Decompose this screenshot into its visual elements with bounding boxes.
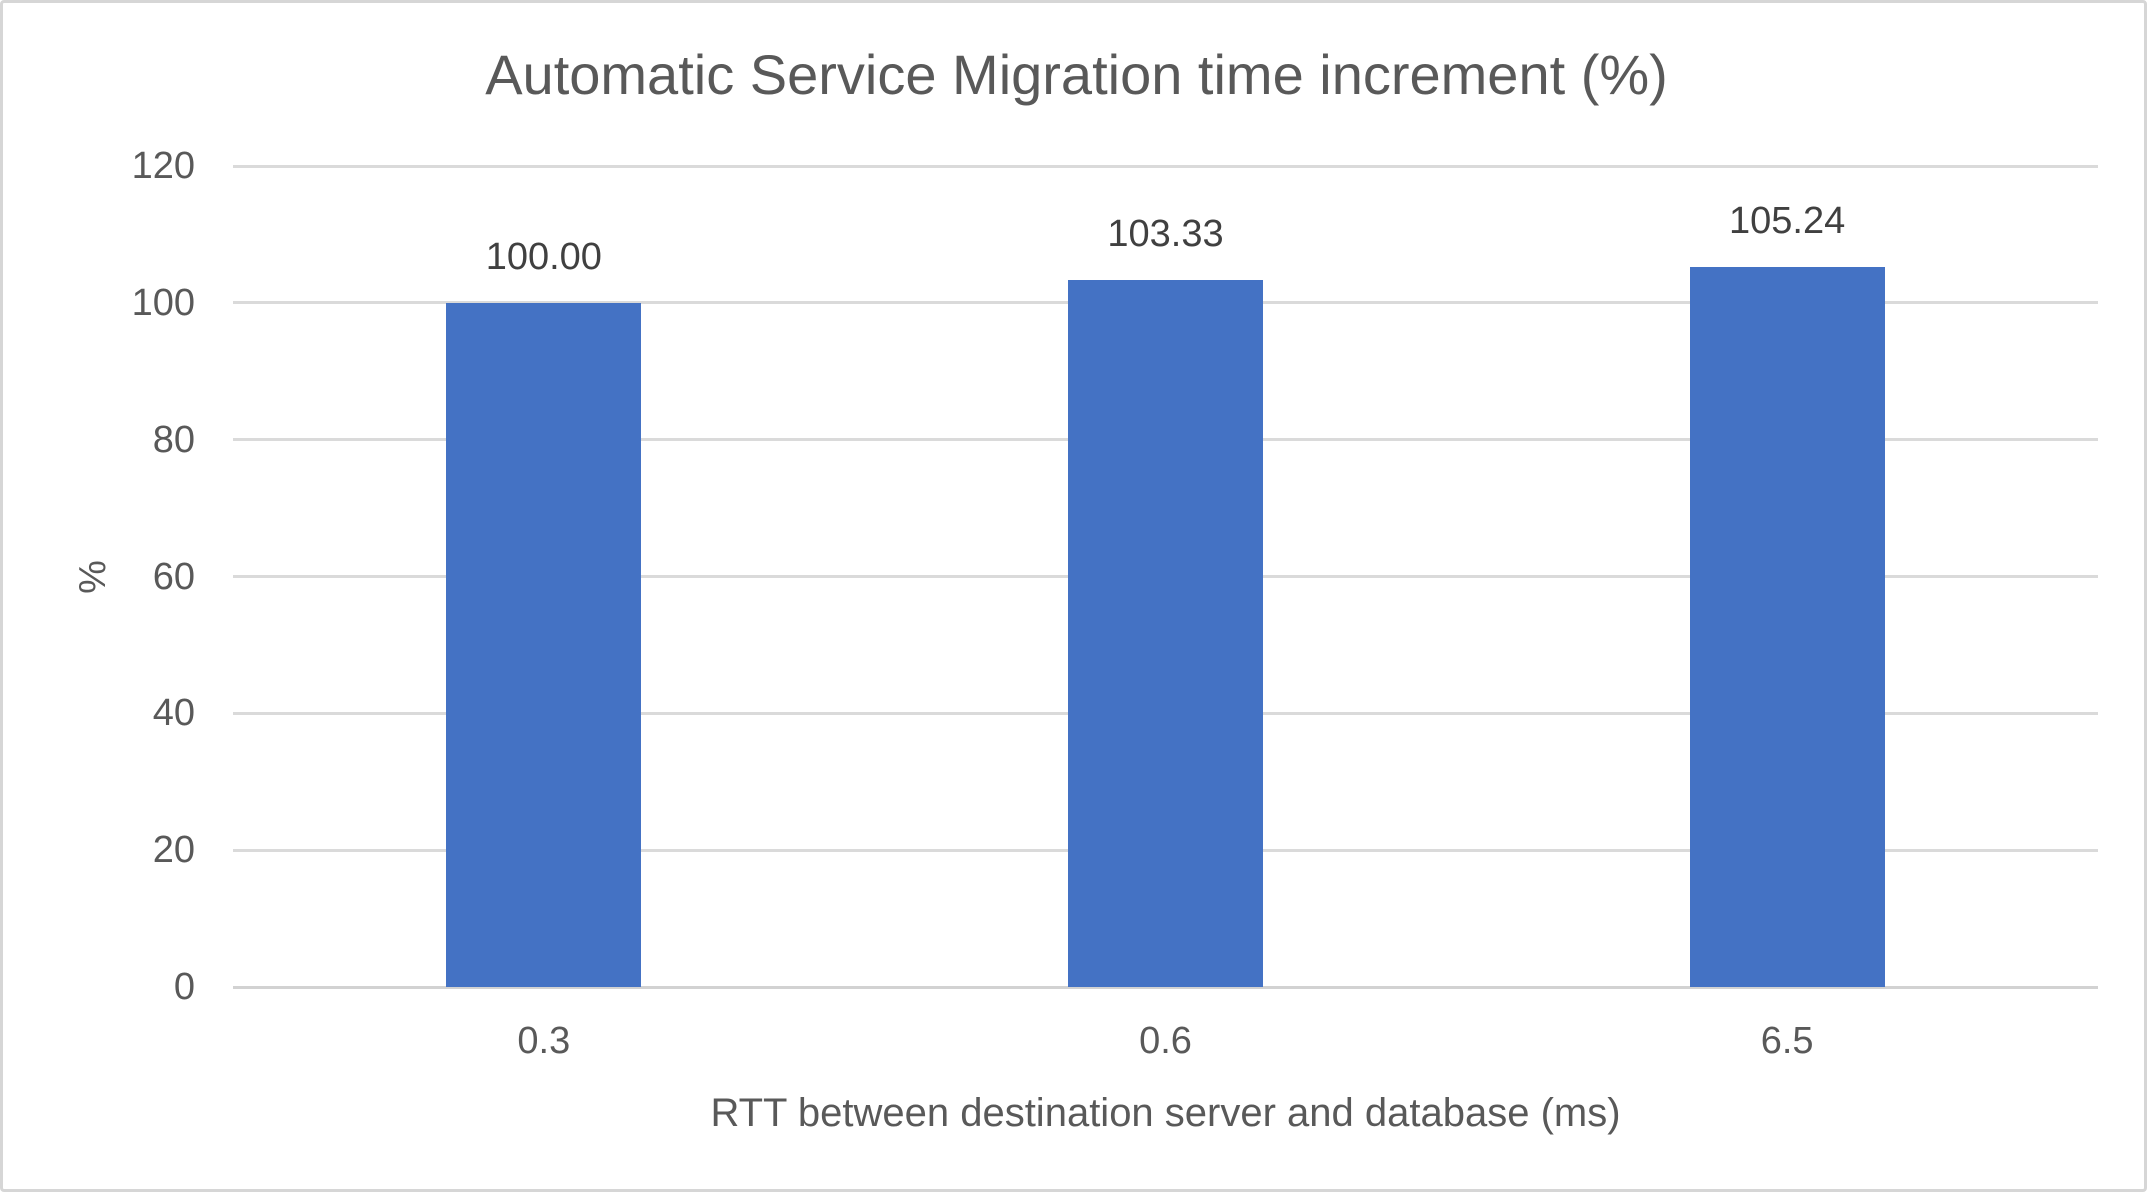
chart-title: Automatic Service Migration time increme…: [485, 43, 1668, 106]
gridline: [233, 164, 2098, 168]
x-axis-title: RTT between destination server and datab…: [710, 1091, 1621, 1135]
y-tick-label: 100: [131, 281, 195, 324]
plot-area: 0 20 40 60 80 100 120 100.00 0.3 103.33 0.6 105.24 6…: [3, 3, 2144, 1189]
bar: [1068, 280, 1263, 987]
y-tick-label: 80: [152, 418, 195, 461]
y-tick-label: 120: [131, 145, 195, 187]
y-tick-label: 40: [152, 692, 195, 735]
bar-value-label: 105.24: [1729, 199, 1846, 242]
bar-value-label: 103.33: [1107, 213, 1224, 256]
x-axis-line: [233, 985, 2098, 989]
x-tick-label: 0.3: [517, 1020, 571, 1062]
y-tick-label: 60: [152, 555, 195, 598]
y-tick-label: 0: [173, 966, 195, 1008]
x-tick-label: 0.6: [1139, 1020, 1192, 1062]
x-tick-label: 6.5: [1760, 1020, 1814, 1062]
bar: [446, 302, 642, 987]
bar: [1689, 266, 1885, 987]
bar-value-label: 100.00: [485, 235, 602, 278]
y-tick-label: 20: [152, 829, 195, 872]
